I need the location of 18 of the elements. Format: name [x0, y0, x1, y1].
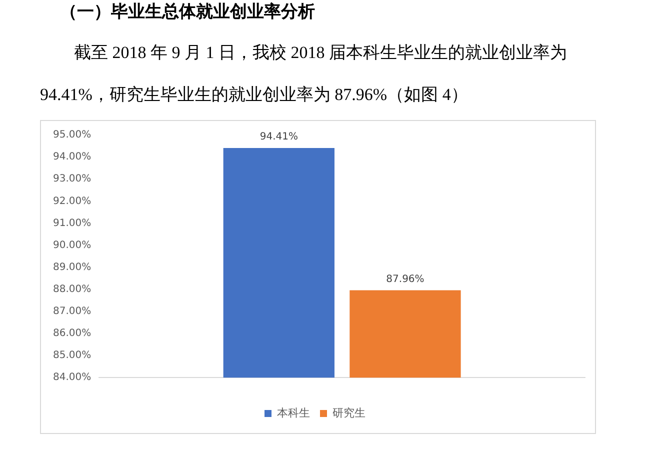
data-label: 87.96% [386, 274, 424, 285]
y-tick-label: 92.00% [52, 196, 92, 207]
y-tick-label: 87.00% [52, 306, 92, 318]
y-tick-label: 85.00% [52, 350, 92, 362]
y-tick-label: 84.00% [52, 372, 92, 384]
y-tick-label: 93.00% [52, 174, 92, 185]
text: 截至 2018 年 9 月 1 日，我校 2018 届本科生毕业生的就业创业率为 94.41%，研究生毕业生的就业创业率为 87.96%（如图 4） [40, 43, 567, 104]
y-tick-label: 94.00% [52, 152, 92, 163]
legend-label: 本科生 [277, 406, 310, 420]
y-tick-label: 86.00% [52, 328, 92, 340]
legend-label: 研究生 [332, 406, 366, 420]
y-tick-label: 88.00% [52, 284, 92, 295]
y-tick-label: 89.00% [52, 262, 92, 273]
data-label: 94.41% [260, 132, 298, 143]
chart-title: （一）毕业生总体就业创业率分析 [60, 2, 315, 22]
y-tick-label: 91.00% [52, 218, 92, 229]
y-tick-label: 90.00% [52, 240, 92, 251]
y-tick-label: 95.00% [52, 130, 92, 141]
